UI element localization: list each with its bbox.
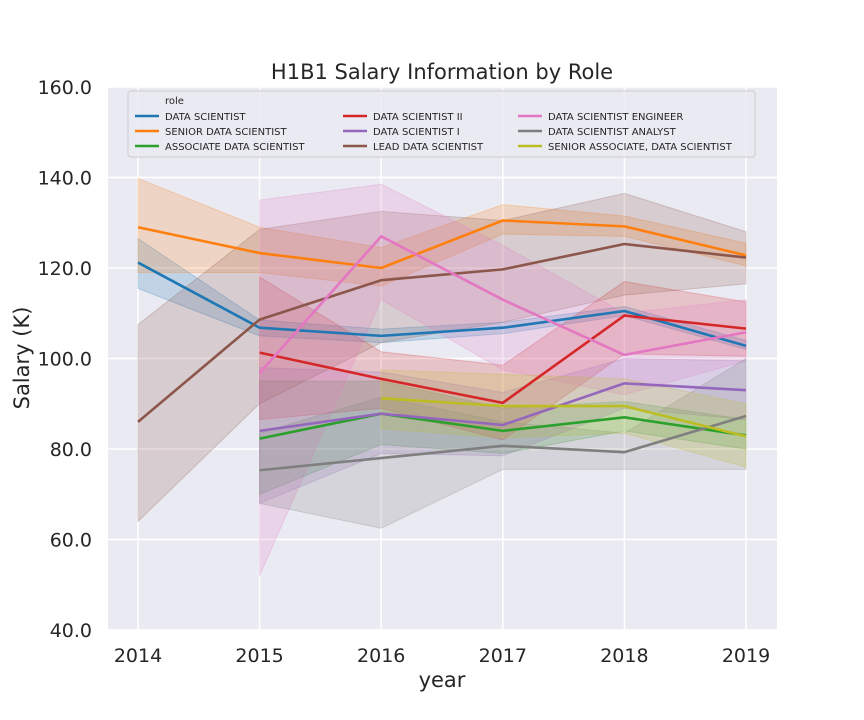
y-tick-label: 80.0 xyxy=(50,439,92,461)
y-tick-label: 140.0 xyxy=(38,168,92,190)
x-tick-label: 2014 xyxy=(114,645,162,667)
legend-label-lead-data-scientist: LEAD DATA SCIENTIST xyxy=(373,142,484,153)
line-data-scientist-i xyxy=(259,382,747,433)
x-tick-label: 2019 xyxy=(722,645,770,667)
y-tick-label: 100.0 xyxy=(38,349,92,371)
legend-label-data-scientist-ii: DATA SCIENTIST II xyxy=(373,112,463,123)
line-lead-data-scientist xyxy=(137,242,747,423)
y-tick-labels: 40.0 60.0 80.0 100.0 120.0 140.0 160.0 xyxy=(38,77,92,642)
legend-label-data-scientist-engineer: DATA SCIENTIST ENGINEER xyxy=(548,112,683,123)
x-tick-label: 2016 xyxy=(357,645,405,667)
line-data-scientist-ii xyxy=(259,314,747,405)
x-axis-label: year xyxy=(419,668,466,692)
band-senior-associate-data-scientist xyxy=(380,369,747,468)
band-data-scientist-analyst xyxy=(259,357,747,529)
y-tick-label: 160.0 xyxy=(38,77,92,99)
legend-label-data-scientist-analyst: DATA SCIENTIST ANALYST xyxy=(548,127,677,138)
x-tick-label: 2017 xyxy=(479,645,527,667)
band-lead-data-scientist xyxy=(137,192,747,523)
legend-label-senior-associate-data-scientist: SENIOR ASSOCIATE, DATA SCIENTIST xyxy=(548,142,733,153)
legend-label-senior-data-scientist: SENIOR DATA SCIENTIST xyxy=(165,127,288,138)
series-lines xyxy=(137,219,747,472)
x-tick-label: 2018 xyxy=(600,645,648,667)
y-tick-label: 120.0 xyxy=(38,258,92,280)
line-senior-associate-data-scientist xyxy=(381,397,747,438)
y-tick-label: 40.0 xyxy=(50,620,92,642)
line-senior-data-scientist xyxy=(137,219,747,270)
line-data-scientist-engineer xyxy=(258,235,747,374)
line-associate-data-scientist xyxy=(259,412,747,440)
x-tick-labels: 2014 2015 2016 2017 2018 2019 xyxy=(114,645,770,667)
legend-label-associate-data-scientist: ASSOCIATE DATA SCIENTIST xyxy=(165,142,305,153)
gridlines xyxy=(108,86,777,631)
chart-title: H1B1 Salary Information by Role xyxy=(271,60,613,84)
band-data-scientist xyxy=(137,237,747,351)
y-axis-label: Salary (K) xyxy=(10,307,34,410)
y-tick-label: 60.0 xyxy=(50,530,92,552)
legend-title: role xyxy=(165,96,184,107)
legend-label-data-scientist: DATA SCIENTIST xyxy=(165,112,246,123)
line-data-scientist-analyst xyxy=(259,414,747,472)
legend-label-data-scientist-i: DATA SCIENTIST I xyxy=(373,127,460,138)
legend: role DATA SCIENTIST SENIOR DATA SCIENTIST… xyxy=(127,90,756,158)
band-data-scientist-engineer xyxy=(259,183,747,576)
legend-box xyxy=(127,90,756,158)
x-tick-label: 2015 xyxy=(235,645,283,667)
band-senior-data-scientist xyxy=(137,177,747,287)
